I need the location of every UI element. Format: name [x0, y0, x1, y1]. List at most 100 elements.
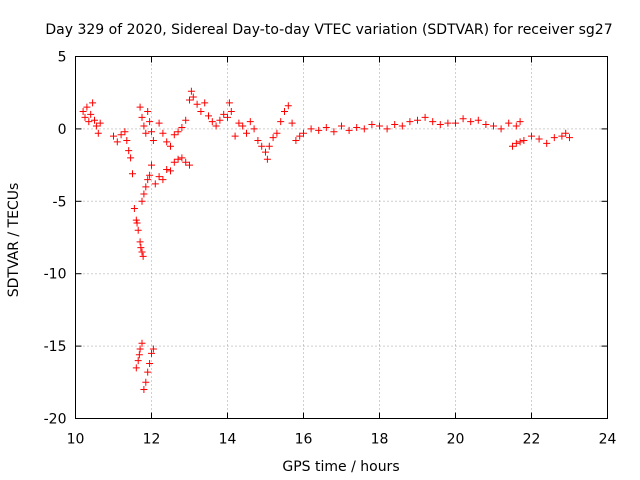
data-point: [182, 116, 190, 124]
data-point: [208, 118, 216, 126]
data-point: [231, 132, 239, 140]
data-point: [250, 125, 258, 133]
data-point: [137, 244, 145, 252]
y-tick-label: -15: [44, 339, 67, 355]
data-point: [174, 128, 182, 136]
data-point: [550, 134, 558, 142]
data-point: [117, 131, 125, 139]
data-point: [155, 119, 163, 127]
data-point: [187, 87, 195, 95]
data-point: [246, 118, 254, 126]
data-points: [79, 87, 573, 394]
data-point: [159, 176, 167, 184]
data-point: [300, 129, 307, 137]
data-point: [543, 139, 551, 147]
data-point: [482, 121, 490, 129]
data-point: [146, 118, 154, 126]
data-point: [528, 132, 535, 140]
data-point: [136, 345, 144, 353]
data-point: [182, 158, 190, 166]
data-point: [148, 161, 155, 169]
data-point: [205, 112, 212, 120]
data-point: [490, 122, 497, 130]
data-point: [87, 110, 95, 118]
data-point: [85, 118, 93, 126]
x-tick-label: 22: [523, 432, 541, 448]
data-point: [140, 386, 148, 394]
data-point: [123, 136, 131, 144]
data-point: [134, 226, 142, 234]
data-point: [149, 136, 157, 144]
data-point: [189, 93, 197, 101]
data-point: [258, 142, 266, 150]
data-point: [391, 121, 399, 129]
data-point: [121, 128, 129, 136]
data-point: [186, 161, 193, 169]
data-point: [566, 134, 573, 142]
data-point: [144, 108, 152, 116]
y-axis-label: SDTVAR / TECUs: [6, 183, 22, 298]
data-point: [505, 119, 513, 127]
data-point: [136, 103, 144, 111]
data-point: [322, 123, 330, 131]
data-point: [138, 248, 146, 256]
plot-frame: [75, 56, 608, 419]
data-point: [273, 129, 281, 137]
data-point: [281, 108, 288, 116]
data-point: [96, 119, 104, 127]
y-tick-labels: 5 0 -5 -10 -15 -20: [44, 50, 67, 428]
data-point: [197, 108, 205, 116]
chart-title: Day 329 of 2020, Sidereal Day-to-day VTE…: [45, 22, 612, 38]
data-point: [452, 119, 459, 127]
y-tick-label: 5: [58, 50, 67, 66]
data-point: [146, 171, 154, 179]
data-point: [163, 138, 171, 146]
data-point: [360, 125, 368, 133]
data-point: [467, 118, 475, 126]
data-point: [127, 154, 135, 162]
data-point: [163, 165, 171, 173]
data-point: [83, 103, 91, 111]
data-point: [535, 135, 543, 143]
data-point: [444, 119, 452, 127]
data-point: [224, 113, 231, 121]
data-point: [94, 129, 102, 137]
data-point: [398, 122, 406, 130]
data-point: [330, 128, 338, 136]
axis-ticks: [75, 56, 608, 419]
data-point: [136, 238, 144, 246]
data-point: [307, 125, 315, 133]
data-point: [132, 216, 140, 224]
data-point: [558, 132, 566, 140]
data-point: [243, 129, 250, 137]
data-point: [113, 138, 121, 146]
x-tick-label: 20: [447, 432, 465, 448]
data-point: [520, 136, 528, 144]
data-point: [110, 132, 117, 140]
data-point: [509, 142, 516, 150]
data-point: [159, 129, 167, 137]
data-point: [406, 118, 414, 126]
data-point: [178, 123, 186, 131]
data-point: [129, 170, 136, 178]
data-point: [79, 108, 87, 116]
data-point: [345, 126, 353, 134]
data-point: [516, 138, 524, 146]
x-axis-label: GPS time / hours: [282, 459, 399, 475]
data-point: [174, 155, 182, 163]
data-point: [167, 167, 174, 175]
y-tick-label: 0: [58, 122, 67, 138]
y-tick-label: -20: [44, 412, 67, 428]
data-point: [134, 357, 142, 365]
data-point: [562, 129, 570, 137]
data-point: [292, 136, 300, 144]
data-point: [142, 183, 150, 191]
data-point: [220, 110, 228, 118]
data-point: [376, 122, 383, 130]
data-point: [277, 118, 285, 126]
data-point: [383, 125, 391, 133]
data-point: [284, 102, 292, 110]
x-tick-label: 10: [67, 432, 85, 448]
data-point: [254, 136, 262, 144]
